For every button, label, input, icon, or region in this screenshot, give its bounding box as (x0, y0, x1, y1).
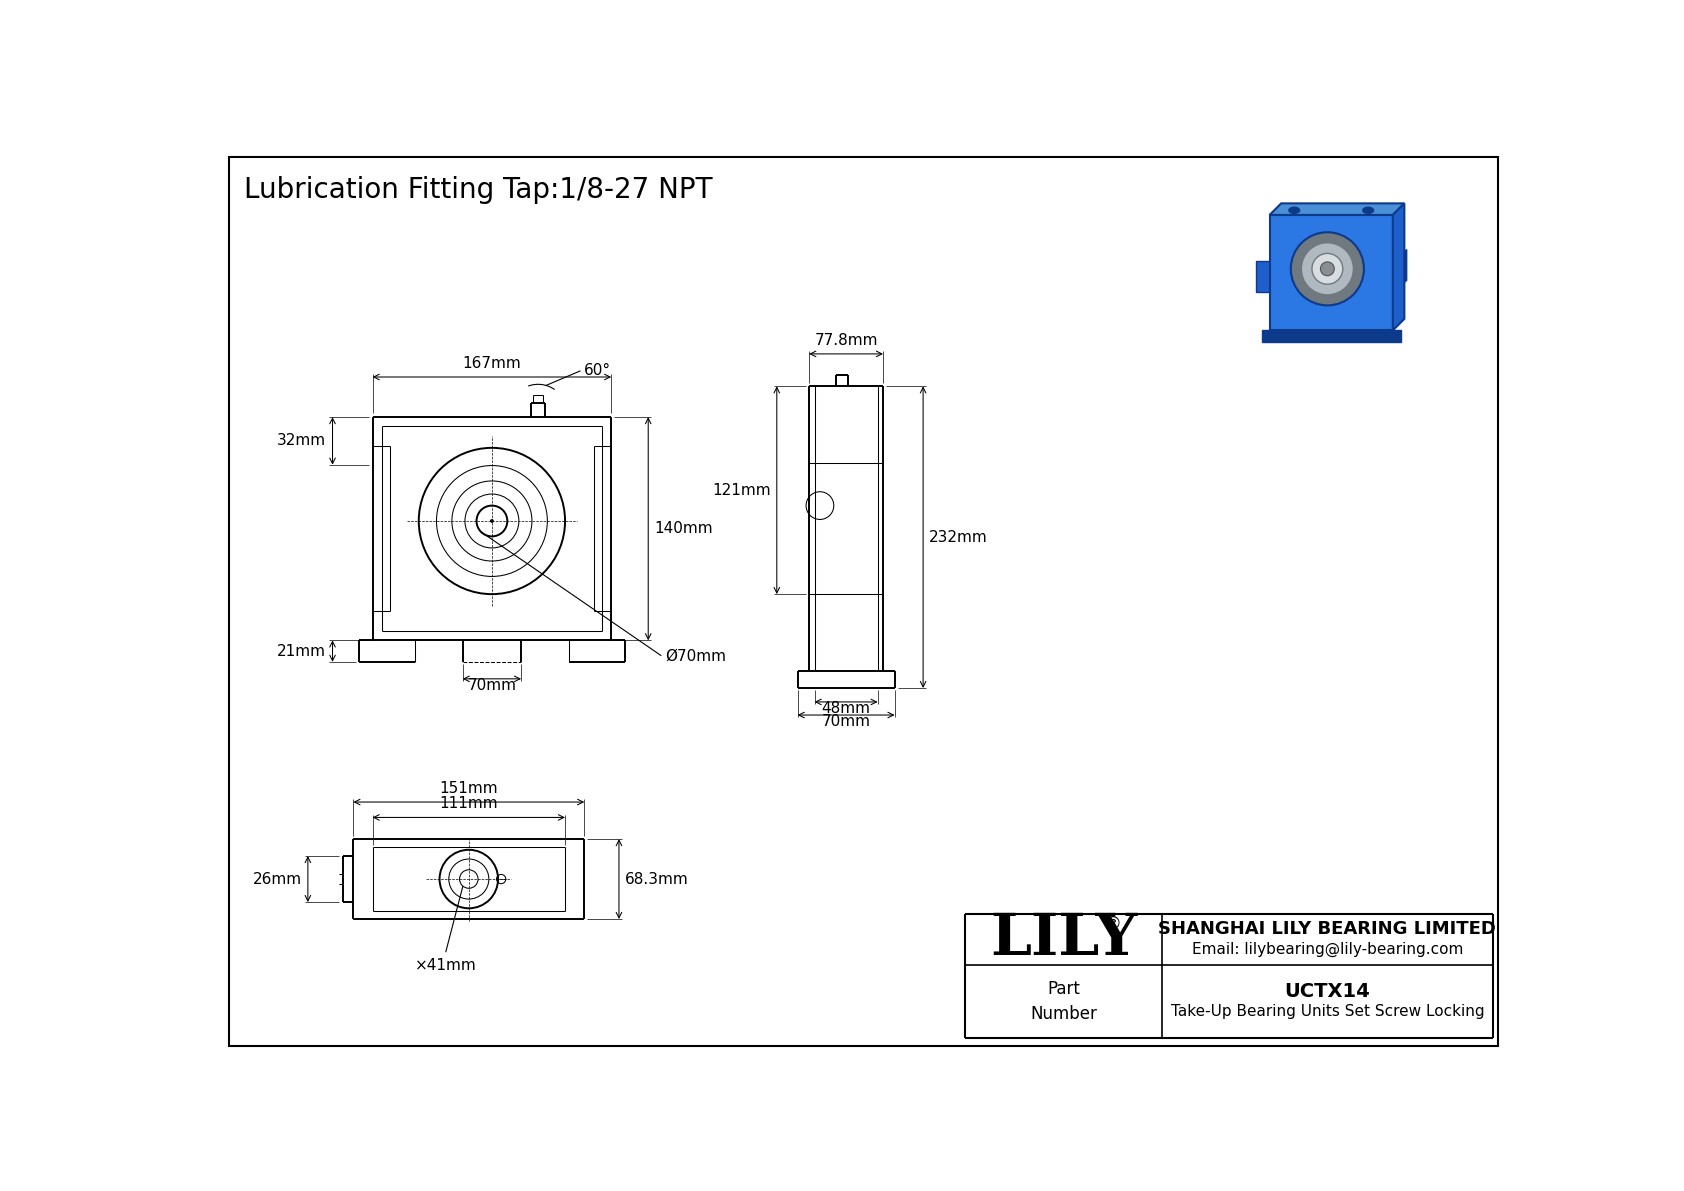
Text: 70mm: 70mm (822, 713, 871, 729)
Text: 167mm: 167mm (463, 356, 522, 370)
Text: 140mm: 140mm (655, 522, 712, 536)
Text: 232mm: 232mm (930, 530, 989, 544)
Text: 32mm: 32mm (278, 434, 327, 448)
Text: 48mm: 48mm (822, 700, 871, 716)
Text: 21mm: 21mm (278, 643, 327, 659)
Polygon shape (1261, 330, 1401, 342)
Text: 77.8mm: 77.8mm (815, 332, 877, 348)
Ellipse shape (1290, 232, 1364, 305)
Ellipse shape (1288, 207, 1300, 213)
Text: ×41mm: ×41mm (414, 959, 477, 973)
Text: 26mm: 26mm (253, 872, 301, 886)
Text: SHANGHAI LILY BEARING LIMITED: SHANGHAI LILY BEARING LIMITED (1159, 921, 1497, 939)
Text: 151mm: 151mm (440, 781, 498, 796)
Text: LILY: LILY (990, 911, 1137, 967)
Ellipse shape (1312, 254, 1342, 285)
Text: ®: ® (1103, 915, 1122, 933)
Ellipse shape (1302, 243, 1354, 295)
Polygon shape (1270, 204, 1404, 214)
Polygon shape (1393, 250, 1406, 292)
Text: 70mm: 70mm (468, 678, 517, 693)
Text: UCTX14: UCTX14 (1285, 983, 1371, 1002)
Polygon shape (1256, 261, 1270, 292)
Text: 68.3mm: 68.3mm (625, 872, 689, 886)
Text: Part
Number: Part Number (1031, 980, 1096, 1023)
Text: Take-Up Bearing Units Set Screw Locking: Take-Up Bearing Units Set Screw Locking (1170, 1004, 1484, 1019)
Ellipse shape (1362, 207, 1374, 213)
Text: Lubrication Fitting Tap:1/8-27 NPT: Lubrication Fitting Tap:1/8-27 NPT (244, 176, 712, 204)
Text: 111mm: 111mm (440, 797, 498, 811)
Text: Ø70mm: Ø70mm (665, 648, 726, 663)
Text: Email: lilybearing@lily-bearing.com: Email: lilybearing@lily-bearing.com (1192, 942, 1463, 958)
Bar (1192, 170, 1470, 367)
Ellipse shape (1320, 262, 1334, 276)
Circle shape (490, 519, 493, 523)
Text: 60°: 60° (584, 363, 611, 379)
Text: 121mm: 121mm (712, 482, 771, 498)
Polygon shape (1393, 204, 1404, 330)
Polygon shape (1270, 214, 1393, 330)
